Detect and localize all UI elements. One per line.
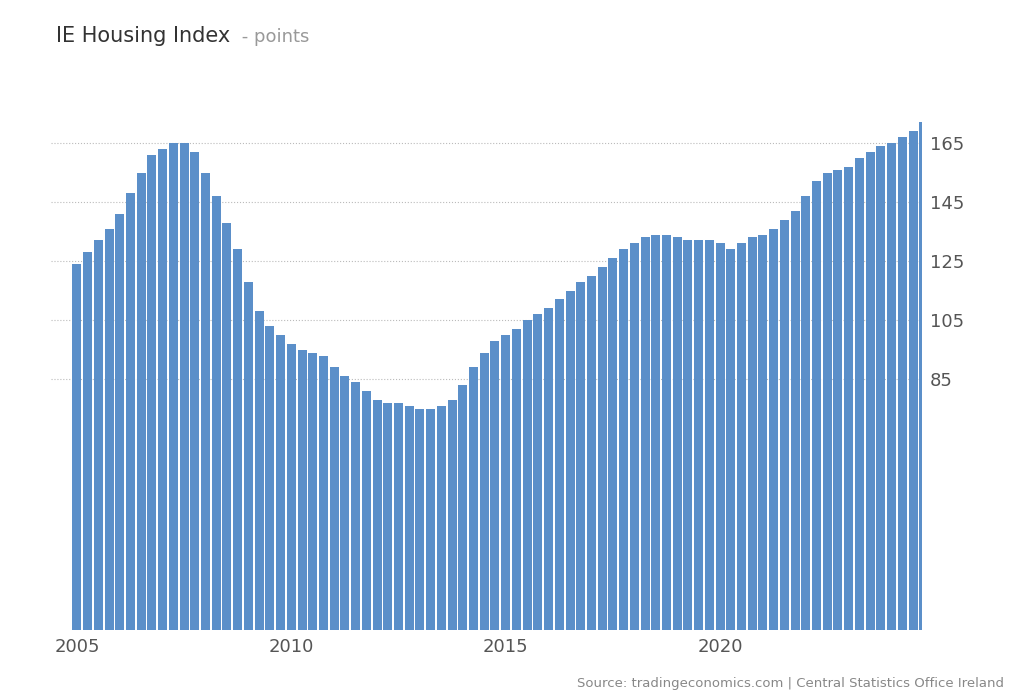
Bar [534, 314, 543, 630]
Bar [104, 229, 114, 630]
Bar [822, 172, 831, 630]
Bar [908, 131, 918, 630]
Bar [769, 229, 778, 630]
Bar [759, 234, 767, 630]
Bar [555, 300, 564, 630]
Bar [877, 146, 886, 630]
Bar [255, 312, 263, 630]
Bar [501, 335, 510, 630]
Bar [662, 234, 671, 630]
Bar [887, 143, 896, 630]
Bar [383, 402, 392, 630]
Bar [158, 149, 167, 630]
Bar [812, 181, 821, 630]
Bar [834, 169, 843, 630]
Bar [855, 158, 864, 630]
Bar [620, 249, 628, 630]
Bar [190, 152, 200, 630]
Bar [651, 234, 660, 630]
Bar [716, 244, 725, 630]
Bar [630, 244, 639, 630]
Bar [426, 409, 435, 630]
Bar [416, 409, 424, 630]
Bar [577, 281, 586, 630]
Bar [437, 406, 445, 630]
Text: - points: - points [236, 27, 309, 46]
Bar [598, 267, 606, 630]
Bar [447, 400, 457, 630]
Bar [780, 220, 788, 630]
Bar [330, 368, 339, 630]
Bar [512, 329, 521, 630]
Text: Source: tradingeconomics.com | Central Statistics Office Ireland: Source: tradingeconomics.com | Central S… [577, 676, 1004, 690]
Text: IE Housing Index: IE Housing Index [56, 25, 230, 46]
Bar [394, 402, 403, 630]
Bar [737, 244, 746, 630]
Bar [565, 290, 574, 630]
Bar [608, 258, 617, 630]
Bar [116, 214, 124, 630]
Bar [920, 122, 928, 630]
Bar [318, 356, 328, 630]
Bar [351, 382, 360, 630]
Bar [179, 143, 188, 630]
Bar [865, 152, 874, 630]
Bar [726, 249, 735, 630]
Bar [404, 406, 414, 630]
Bar [544, 308, 553, 630]
Bar [222, 223, 231, 630]
Bar [83, 252, 92, 630]
Bar [73, 264, 82, 630]
Bar [641, 237, 649, 630]
Bar [705, 240, 714, 630]
Bar [147, 155, 157, 630]
Bar [522, 320, 531, 630]
Bar [287, 344, 296, 630]
Bar [244, 281, 253, 630]
Bar [308, 353, 317, 630]
Bar [587, 276, 596, 630]
Bar [694, 240, 703, 630]
Bar [137, 172, 145, 630]
Bar [201, 172, 210, 630]
Bar [898, 137, 907, 630]
Bar [480, 353, 488, 630]
Bar [802, 196, 810, 630]
Bar [459, 385, 467, 630]
Bar [673, 237, 682, 630]
Bar [361, 391, 371, 630]
Bar [298, 349, 306, 630]
Bar [94, 240, 102, 630]
Bar [126, 193, 135, 630]
Bar [469, 368, 478, 630]
Bar [748, 237, 757, 630]
Bar [683, 240, 692, 630]
Bar [265, 326, 274, 630]
Bar [490, 341, 500, 630]
Bar [212, 196, 221, 630]
Bar [844, 167, 853, 630]
Bar [373, 400, 382, 630]
Bar [340, 376, 349, 630]
Bar [169, 143, 178, 630]
Bar [233, 249, 243, 630]
Bar [276, 335, 285, 630]
Bar [791, 211, 800, 630]
